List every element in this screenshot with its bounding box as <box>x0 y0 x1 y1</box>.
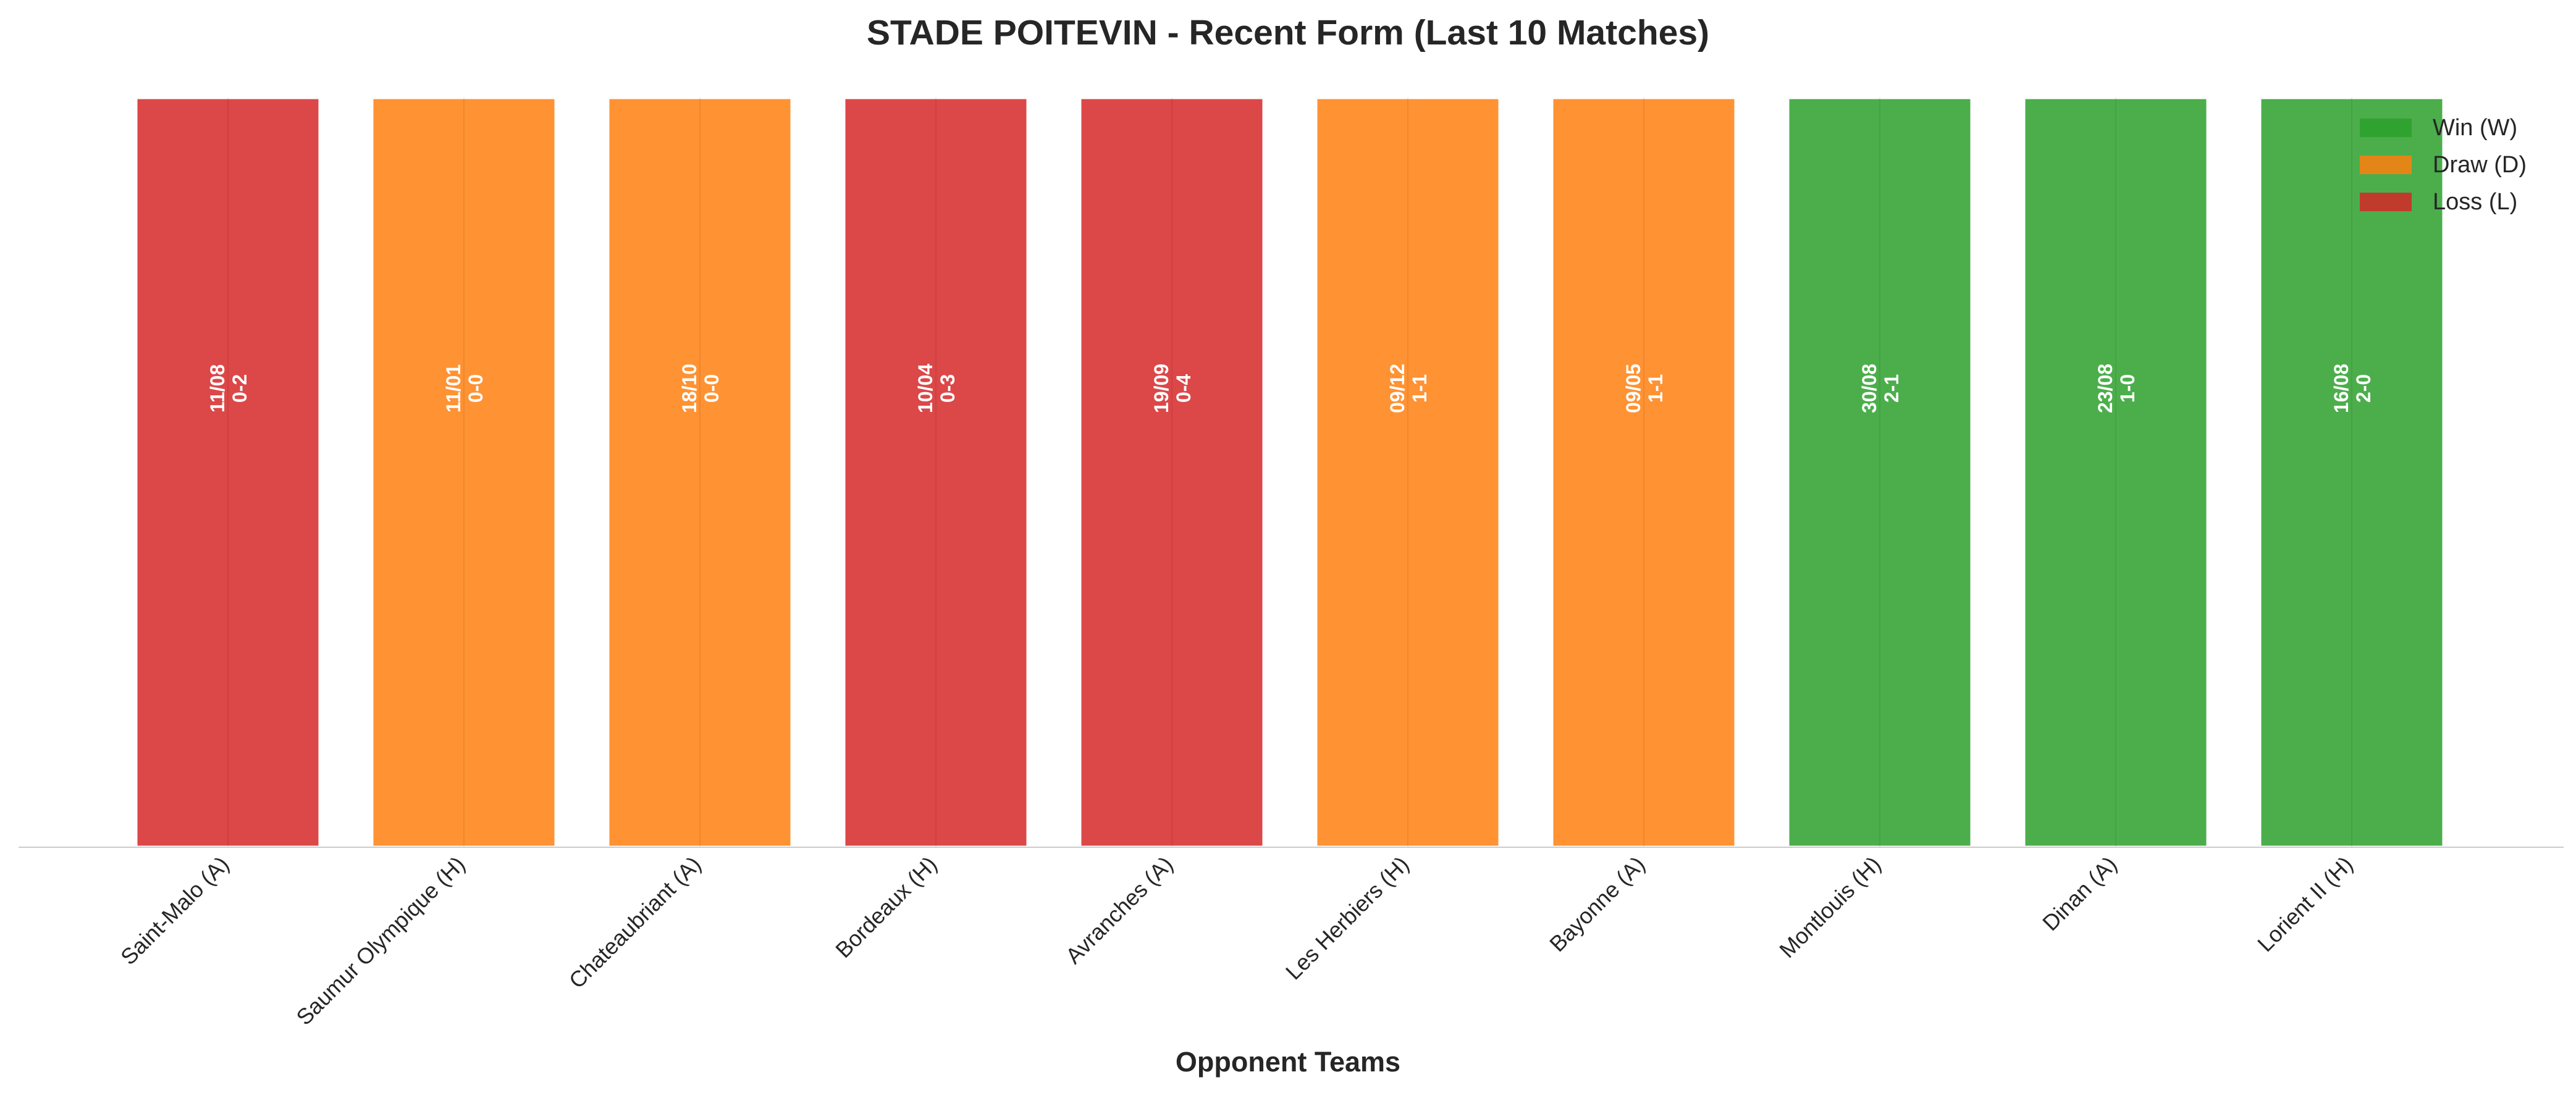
legend-swatch-w <box>2360 119 2412 137</box>
bar-annotation: 23/08 1-0 <box>2094 364 2139 413</box>
bar-date-label: 16/08 <box>2330 364 2352 413</box>
legend-swatch-d <box>2360 156 2412 174</box>
bar-date-label: 23/08 <box>2094 364 2116 413</box>
bar-score-label: 0-3 <box>937 374 959 403</box>
bar-date-label: 10/04 <box>914 364 937 413</box>
x-tick-label: Saint-Malo (A) <box>116 852 234 970</box>
bar-date-label: 09/12 <box>1386 364 1408 413</box>
bar-annotation: 11/08 0-2 <box>206 364 251 412</box>
bar-score-label: 0-0 <box>465 374 487 403</box>
bar-date-label: 09/05 <box>1622 364 1644 413</box>
bar-score-label: 0-2 <box>229 374 251 403</box>
bar-date-label: 18/10 <box>678 364 701 413</box>
bar-annotation: 10/04 0-3 <box>914 364 959 413</box>
x-tick-label: Saumur Olympique (H) <box>291 852 469 1030</box>
bar-d <box>1314 96 1502 849</box>
x-tick-label: Les Herbiers (H) <box>1281 852 1414 985</box>
bar-date-label: 30/08 <box>1858 364 1880 413</box>
bar-annotation: 09/05 1-1 <box>1622 364 1667 413</box>
bar-score-label: 1-0 <box>2116 374 2139 403</box>
bar-annotation: 18/10 0-0 <box>678 364 723 413</box>
x-tick-label: Montlouis (H) <box>1774 852 1885 963</box>
bar-score-label: 1-1 <box>1644 374 1667 403</box>
x-tick-label: Chateaubriant (A) <box>564 852 706 994</box>
x-tick-label: Lorient II (H) <box>2252 852 2357 957</box>
x-tick-label: Bordeaux (H) <box>830 852 941 963</box>
bar-date-label: 11/08 <box>206 364 229 412</box>
chart-title: STADE POITEVIN - Recent Form (Last 10 Ma… <box>867 13 1709 52</box>
legend-swatch-l <box>2360 193 2412 211</box>
bar-l <box>134 96 322 849</box>
bar-l <box>842 96 1030 849</box>
bar-score-label: 0-4 <box>1172 374 1195 403</box>
bar-score-label: 2-0 <box>2352 374 2375 403</box>
legend: Win (W) Draw (D) Loss (L) <box>2360 115 2527 215</box>
bar-d <box>370 96 558 849</box>
bar-annotation: 19/09 0-4 <box>1150 364 1195 413</box>
bar-score-label: 2-1 <box>1880 374 1903 403</box>
x-tick-labels: Saint-Malo (A) Saumur Olympique (H) Chatea… <box>116 852 2358 1030</box>
x-axis-label: Opponent Teams <box>1176 1046 1400 1078</box>
bar-date-label: 11/01 <box>442 364 465 412</box>
bar-annotation: 30/08 2-1 <box>1858 364 1903 413</box>
legend-label-d: Draw (D) <box>2433 152 2527 178</box>
legend-label-w: Win (W) <box>2433 115 2517 141</box>
bar-date-label: 19/09 <box>1150 364 1172 413</box>
x-tick-label: Avranches (A) <box>1061 852 1178 969</box>
bar-l <box>1078 96 1266 849</box>
bar-annotation: 11/01 0-0 <box>442 364 487 412</box>
bar-score-label: 1-1 <box>1408 374 1431 403</box>
x-tick-label: Dinan (A) <box>2037 852 2122 936</box>
legend-label-l: Loss (L) <box>2433 189 2517 215</box>
bar-annotation: 16/08 2-0 <box>2330 364 2375 413</box>
bar-w <box>2258 96 2446 849</box>
bar-d <box>606 96 794 849</box>
bar-annotation: 09/12 1-1 <box>1386 364 1431 413</box>
bars-layer: 11/08 0-2 11/01 0-0 18/10 0-0 10/04 0-3 19/09 0-4… <box>134 96 2446 849</box>
bar-d <box>1550 96 1738 849</box>
x-tick-label: Bayonne (A) <box>1544 852 1649 957</box>
bar-score-label: 0-0 <box>701 374 723 403</box>
